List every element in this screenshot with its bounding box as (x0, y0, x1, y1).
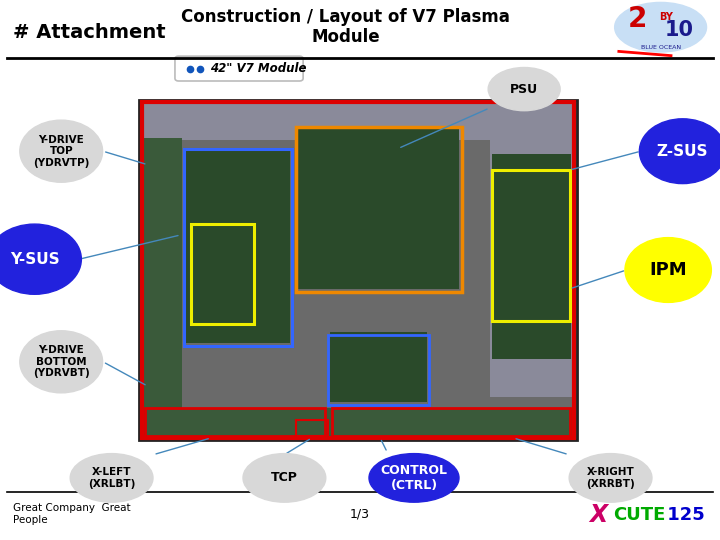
Ellipse shape (70, 454, 153, 502)
Bar (332, 408, 570, 436)
Text: IPM: IPM (649, 261, 687, 279)
Text: Construction / Layout of V7 Plasma
Module: Construction / Layout of V7 Plasma Modul… (181, 8, 510, 46)
Ellipse shape (243, 454, 325, 502)
Bar (143, 104, 573, 140)
Bar (191, 224, 254, 324)
Text: 2: 2 (628, 5, 647, 33)
Text: Great Company  Great
People: Great Company Great People (13, 503, 130, 525)
Bar (492, 170, 570, 321)
Circle shape (0, 224, 81, 294)
Bar (143, 138, 182, 424)
Text: Y-SUS: Y-SUS (10, 252, 59, 267)
Bar (330, 332, 427, 402)
Text: 42" V7 Module: 42" V7 Module (210, 62, 307, 75)
Text: Y-DRIVE
BOTTOM
(YDRVBT): Y-DRIVE BOTTOM (YDRVBT) (33, 345, 89, 379)
Ellipse shape (615, 2, 706, 52)
Bar (139, 100, 577, 440)
Text: 125: 125 (661, 506, 705, 524)
Circle shape (639, 119, 720, 184)
Text: BY: BY (659, 12, 672, 22)
Text: # Attachment: # Attachment (13, 23, 166, 42)
Ellipse shape (488, 68, 560, 111)
Bar (184, 148, 290, 343)
FancyBboxPatch shape (175, 56, 303, 81)
Text: PSU: PSU (510, 83, 539, 96)
Bar (184, 148, 292, 346)
Text: Y-DRIVE
TOP
(YDRVTP): Y-DRIVE TOP (YDRVTP) (33, 134, 89, 168)
Text: X-LEFT
(XRLBT): X-LEFT (XRLBT) (88, 467, 135, 489)
Text: 10: 10 (665, 20, 694, 40)
Bar (143, 408, 573, 437)
Text: BLUE OCEAN: BLUE OCEAN (641, 45, 680, 50)
Bar (490, 138, 573, 397)
Text: TCP: TCP (271, 471, 298, 484)
Text: X: X (589, 503, 607, 527)
Bar (328, 335, 429, 405)
Bar (297, 127, 459, 289)
Bar (296, 127, 462, 292)
Circle shape (625, 238, 711, 302)
Bar (145, 408, 325, 436)
Bar (492, 154, 571, 359)
Text: Z-SUS: Z-SUS (657, 144, 708, 159)
Text: CUTE: CUTE (613, 506, 666, 524)
Bar (296, 420, 328, 436)
Text: 1/3: 1/3 (350, 508, 370, 521)
Ellipse shape (20, 330, 102, 393)
Text: CONTROL
(CTRL): CONTROL (CTRL) (380, 464, 448, 492)
Ellipse shape (569, 454, 652, 502)
Text: X-RIGHT
(XRRBT): X-RIGHT (XRRBT) (586, 467, 635, 489)
Ellipse shape (20, 120, 102, 183)
Bar (142, 102, 574, 438)
Ellipse shape (369, 454, 459, 502)
